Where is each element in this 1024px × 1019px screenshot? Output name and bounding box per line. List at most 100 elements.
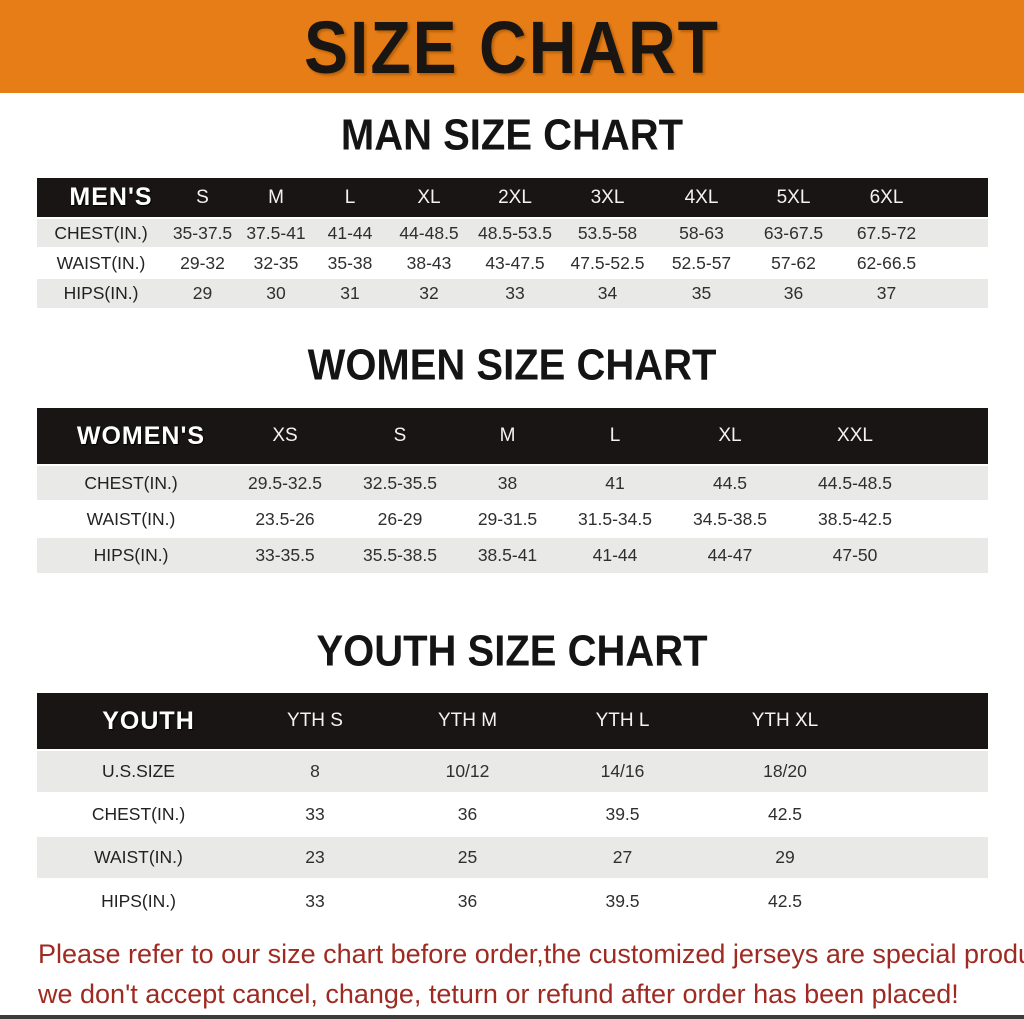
row-label: WAIST(IN.)	[56, 252, 146, 273]
row-label: HIPS(IN.)	[93, 545, 169, 565]
size-cell: 33-35.5	[255, 545, 315, 565]
women-table: WOMEN'S XS S M L XL XXL CHEST(IN.) 29.5-32.5 32.5…	[37, 408, 988, 573]
size-cell: 30	[266, 283, 286, 303]
size-column-header: S	[393, 425, 407, 446]
size-cell: 14/16	[600, 761, 645, 781]
size-cell: 52.5-57	[671, 252, 732, 273]
size-cell: 41-44	[327, 222, 373, 243]
size-cell: 42.5	[767, 890, 803, 911]
size-cell: 34	[597, 283, 618, 303]
size-cell: 44-47	[707, 545, 753, 565]
women-size-table: WOMEN'S XS S M L XL XXL CHEST(IN.) 29.5-32.5 32.5…	[37, 408, 988, 573]
size-cell: 48.5-53.5	[478, 222, 552, 243]
size-cell: 29	[192, 283, 213, 303]
size-cell: 44.5-48.5	[818, 472, 892, 493]
spacer-cell	[934, 178, 988, 218]
youth-section-heading: YOUTH SIZE CHART	[316, 626, 708, 675]
youth-heading-box: YOUTH SIZE CHART	[0, 573, 1024, 693]
size-column-header: YTH XL	[751, 710, 819, 731]
size-cell: 36	[783, 283, 804, 303]
size-cell: 53.5-58	[577, 222, 638, 243]
size-column-header: 3XL	[590, 186, 625, 208]
size-cell: 41	[605, 472, 625, 493]
table-row: CHEST(IN.) 35-37.5 37.5-41 41-44 44-48.5 48.5…	[37, 218, 988, 248]
size-cell: 36	[457, 804, 478, 824]
spacer-cell	[870, 693, 988, 750]
size-column-header: M	[268, 186, 284, 208]
section-youth: YOUTH SIZE CHART YOUTH YTH S YTH M YTH L YTH…	[0, 573, 1024, 922]
size-cell: 44.5	[712, 472, 748, 493]
size-column-header: XL	[718, 425, 742, 446]
size-cell: 26-29	[377, 508, 423, 529]
size-chart-banner: SIZE CHART	[0, 0, 1024, 93]
table-row: U.S.SIZE 8 10/12 14/16 18/20	[37, 750, 988, 793]
spacer-cell	[934, 248, 988, 278]
size-column-header: YTH S	[287, 710, 343, 731]
size-cell: 47-50	[832, 545, 878, 565]
spacer-cell	[920, 501, 988, 537]
spacer-cell	[934, 278, 988, 308]
row-label: WAIST(IN.)	[86, 508, 176, 529]
table-row: CHEST(IN.) 33 36 39.5 42.5	[37, 793, 988, 836]
size-cell: 38.5-41	[477, 545, 538, 565]
size-cell: 8	[310, 761, 320, 781]
bottom-border-bar	[0, 1015, 1024, 1019]
row-label: CHEST(IN.)	[91, 804, 186, 824]
spacer-cell	[920, 465, 988, 501]
size-cell: 34.5-38.5	[693, 508, 767, 529]
size-cell: 42.5	[767, 804, 803, 824]
size-cell: 25	[457, 847, 478, 867]
size-cell: 10/12	[445, 761, 490, 781]
size-cell: 35.5-38.5	[363, 545, 437, 565]
spacer-cell	[870, 836, 988, 879]
page-title: SIZE CHART	[304, 5, 720, 88]
youth-size-table: YOUTH YTH S YTH M YTH L YTH XL U.S.SIZE 8 10/12…	[37, 693, 988, 922]
table-row: CHEST(IN.) 29.5-32.5 32.5-35.5 38 41 44.5 44.5…	[37, 465, 988, 501]
table-row: WAIST(IN.) 23 25 27 29	[37, 836, 988, 879]
size-cell: 23.5-26	[255, 508, 315, 529]
size-column-header: YTH M	[437, 710, 498, 731]
footer-line-1: Please refer to our size chart before or…	[38, 939, 1024, 969]
spacer-cell	[934, 218, 988, 248]
size-cell: 23	[305, 847, 325, 867]
women-heading-box: WOMEN SIZE CHART	[0, 308, 1024, 408]
size-cell: 35-38	[327, 252, 373, 273]
row-label: U.S.SIZE	[102, 761, 175, 781]
size-cell: 33	[505, 283, 525, 303]
size-column-header: M	[499, 425, 516, 446]
size-column-header: XXL	[837, 425, 873, 446]
youth-corner-label: YOUTH	[102, 706, 195, 735]
size-column-header: 6XL	[869, 186, 904, 208]
footer-notice: Please refer to our size chart before or…	[0, 922, 1024, 1012]
size-column-header: YTH L	[595, 710, 650, 731]
row-label: HIPS(IN.)	[101, 890, 176, 911]
size-cell: 18/20	[763, 761, 807, 781]
size-cell: 37.5-41	[246, 222, 306, 243]
spacer-cell	[920, 537, 988, 573]
size-cell: 37	[876, 283, 897, 303]
table-row: WAIST(IN.) 29-32 32-35 35-38 38-43 43-47.5 47.…	[37, 248, 988, 278]
size-cell: 33	[305, 890, 325, 911]
women-corner-label: WOMEN'S	[76, 421, 206, 450]
section-men: MAN SIZE CHART MEN'S S M L XL 2XL 3XL 4XL 5XL 6XL…	[0, 93, 1024, 308]
size-cell: 29-31.5	[477, 508, 538, 529]
table-row: HIPS(IN.) 33 36 39.5 42.5	[37, 879, 988, 922]
size-cell: 38-43	[406, 252, 452, 273]
size-cell: 29	[775, 847, 795, 867]
table-row: HIPS(IN.) 29 30 31 32 33 34 35 36 37	[37, 278, 988, 308]
size-cell: 35-37.5	[172, 222, 233, 243]
size-cell: 39.5	[605, 804, 640, 824]
row-label: WAIST(IN.)	[94, 847, 183, 867]
men-heading-box: MAN SIZE CHART	[0, 93, 1024, 178]
size-cell: 44-48.5	[399, 222, 459, 243]
size-cell: 41-44	[592, 545, 638, 565]
size-cell: 47.5-52.5	[570, 252, 645, 273]
size-cell: 67.5-72	[856, 222, 917, 243]
size-cell: 39.5	[605, 890, 640, 911]
women-section-heading: WOMEN SIZE CHART	[307, 340, 717, 389]
size-cell: 31	[340, 283, 360, 303]
size-cell: 29-32	[180, 252, 225, 273]
men-corner-label: MEN'S	[69, 183, 153, 211]
size-cell: 38.5-42.5	[818, 508, 892, 529]
men-section-heading: MAN SIZE CHART	[340, 110, 684, 160]
